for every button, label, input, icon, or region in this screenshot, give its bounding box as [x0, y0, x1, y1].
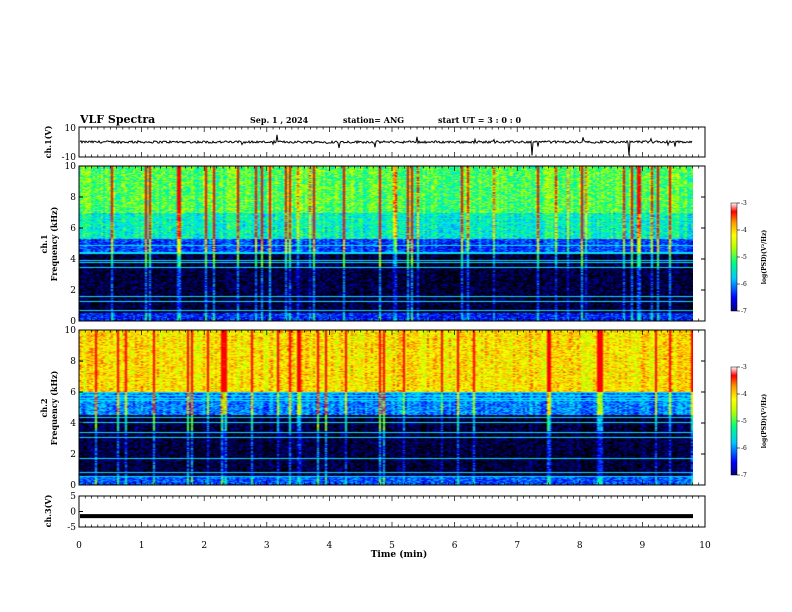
ch1-spectrogram-ylabel-channel: ch.1: [39, 234, 49, 253]
ch1-spec-ytick-label-4: 8: [70, 193, 76, 203]
ch2-spec-ytick-label-0: 0: [70, 481, 76, 491]
ch1-spectrogram-image: [79, 166, 693, 321]
ch2-spec-ytick-label-5: 10: [65, 326, 77, 336]
time-axis-tick-label-2: 2: [201, 541, 207, 551]
start-time-label: start UT = 3 : 0 : 0: [438, 115, 521, 125]
ch1-colorbar-label: log(PSD)(V²/Hz): [761, 230, 768, 285]
ch1-spectrogram-ylabel-frequency: Frequency (kHz): [49, 206, 59, 281]
time-axis-tick-label-10: 10: [699, 541, 711, 551]
ch2-cbtick-label-0: -3: [741, 364, 747, 371]
ch2-spec-ytick-label-4: 8: [70, 357, 76, 367]
ch1-ytick-bottom: -10: [62, 153, 77, 163]
ch2-colorbar-label: log(PSD)(V²/Hz): [761, 394, 768, 449]
ch3-ytick-label-0: 5: [70, 492, 76, 502]
time-axis-tick-label-4: 4: [327, 541, 333, 551]
ch1-colorbar: [730, 202, 738, 312]
time-axis-tick-label-7: 7: [514, 541, 520, 551]
time-axis-tick-label-5: 5: [389, 541, 395, 551]
ch2-spec-ytick-label-3: 6: [70, 388, 76, 398]
ch3-waveform-panel: 5 0 -5 ch.3(V): [43, 492, 706, 533]
ch2-colorbar: [730, 366, 738, 476]
time-axis: 0 1 2 3 4 5 6 7 8 9 10: [76, 127, 711, 551]
ch1-waveform-trace: [79, 134, 693, 156]
ch1-spec-ytick-label-2: 4: [70, 255, 76, 265]
date-label: Sep. 1 , 2024: [250, 115, 309, 125]
ch1-spec-ytick-label-0: 0: [70, 317, 76, 327]
ch1-ytick-top: 10: [65, 124, 77, 134]
ch1-cbtick-label-1: -4: [741, 227, 747, 234]
ch2-spectrogram-ylabel-frequency: Frequency (kHz): [49, 370, 59, 445]
ch2-cbtick-label-4: -7: [741, 472, 747, 479]
ch1-waveform-panel: 10 -10 ch.1(V): [43, 124, 706, 163]
ch1-cbtick-label-3: -6: [741, 281, 747, 288]
time-axis-tick-label-1: 1: [139, 541, 145, 551]
ch1-cbtick-label-2: -5: [741, 254, 747, 261]
time-axis-tick-label-3: 3: [264, 541, 270, 551]
ch2-spec-ytick-label-2: 4: [70, 419, 76, 429]
time-axis-tick-label-9: 9: [640, 541, 646, 551]
figure-title: VLF Spectra: [79, 113, 155, 126]
ch2-cbtick-label-1: -4: [741, 391, 747, 398]
ch3-waveform-ylabel: ch.3(V): [43, 494, 53, 527]
ch2-spectrogram-ylabel-channel: ch.2: [39, 398, 49, 417]
station-label: station= ANG: [343, 115, 404, 125]
time-axis-tick-label-0: 0: [76, 541, 82, 551]
ch2-spectrogram-image: [79, 330, 693, 485]
ch1-spec-ytick-label-1: 2: [70, 286, 76, 296]
ch3-ytick-label-2: -5: [67, 523, 76, 533]
ch1-cbtick-label-4: -7: [741, 308, 747, 315]
ch2-cbtick-label-3: -6: [741, 445, 747, 452]
ch1-spec-ytick-label-3: 6: [70, 224, 76, 234]
time-axis-tick-label-6: 6: [452, 541, 458, 551]
ch1-waveform-ylabel: ch.1(V): [43, 125, 53, 158]
ch2-cbtick-label-2: -5: [741, 418, 747, 425]
ch1-spec-ytick-label-5: 10: [65, 162, 77, 172]
time-axis-tick-label-8: 8: [577, 541, 583, 551]
ch3-ytick-label-1: 0: [70, 508, 76, 518]
ch1-cbtick-label-0: -3: [741, 200, 747, 207]
ch2-spec-ytick-label-1: 2: [70, 450, 76, 460]
time-axis-label: Time (min): [371, 549, 428, 560]
